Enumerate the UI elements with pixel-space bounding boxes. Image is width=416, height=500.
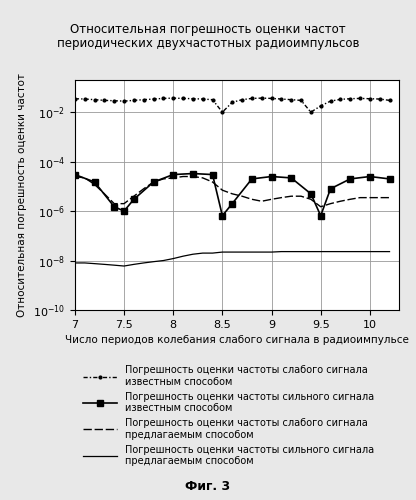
Text: Относительная погрешность оценки частот
периодических двухчастотных радиоимпульс: Относительная погрешность оценки частот … [57, 22, 359, 50]
Y-axis label: Относительная погрешность оценки частот: Относительная погрешность оценки частот [17, 73, 27, 317]
Legend: Погрешность оценки частоты слабого сигнала
известным способом, Погрешность оценк: Погрешность оценки частоты слабого сигна… [79, 361, 378, 470]
Text: Фиг. 3: Фиг. 3 [186, 480, 230, 492]
X-axis label: Число периодов колебания слабого сигнала в радиоимпульсе: Число периодов колебания слабого сигнала… [65, 336, 409, 345]
